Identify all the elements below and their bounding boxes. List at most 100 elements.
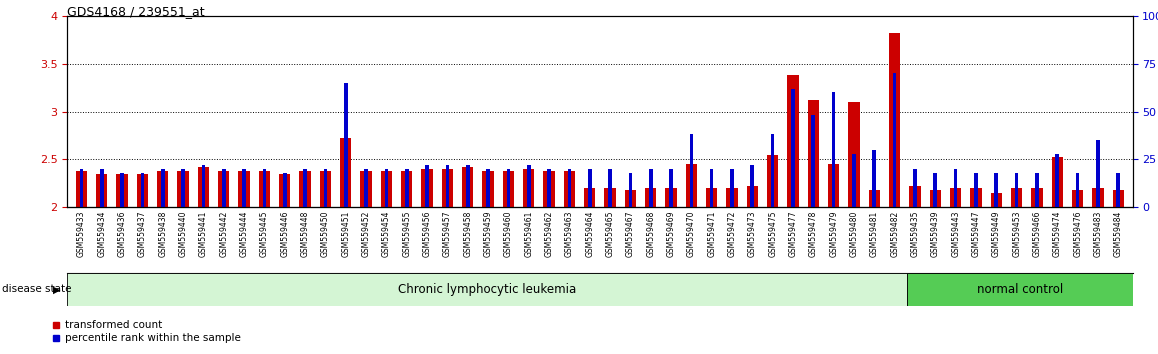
Bar xyxy=(710,169,713,207)
Bar xyxy=(137,174,148,207)
Bar xyxy=(588,169,592,207)
Bar xyxy=(1097,140,1100,207)
Text: GSM559482: GSM559482 xyxy=(891,210,899,257)
Text: GSM559457: GSM559457 xyxy=(442,210,452,257)
Text: GSM559469: GSM559469 xyxy=(667,210,675,257)
Text: GSM559442: GSM559442 xyxy=(219,210,228,257)
Text: GDS4168 / 239551_at: GDS4168 / 239551_at xyxy=(67,5,205,18)
Text: GSM559452: GSM559452 xyxy=(361,210,371,257)
Text: GSM559450: GSM559450 xyxy=(321,210,330,257)
Bar xyxy=(161,169,164,207)
Bar xyxy=(731,169,734,207)
Text: GSM559439: GSM559439 xyxy=(931,210,940,257)
Text: GSM559435: GSM559435 xyxy=(910,210,919,257)
Bar xyxy=(425,165,428,207)
Bar xyxy=(181,169,185,207)
Bar xyxy=(117,174,127,207)
Bar xyxy=(1092,188,1104,207)
Bar xyxy=(849,102,859,207)
Bar xyxy=(506,169,511,207)
Bar xyxy=(907,273,1133,306)
Bar xyxy=(1051,158,1063,207)
Bar xyxy=(629,173,632,207)
Bar xyxy=(177,171,189,207)
Text: GSM559454: GSM559454 xyxy=(382,210,391,257)
Text: GSM559473: GSM559473 xyxy=(748,210,757,257)
Bar xyxy=(950,188,961,207)
Bar xyxy=(201,165,205,207)
Text: GSM559436: GSM559436 xyxy=(118,210,126,257)
Bar xyxy=(466,165,469,207)
Bar xyxy=(303,169,307,207)
Bar xyxy=(80,169,83,207)
Bar xyxy=(1032,188,1042,207)
Bar xyxy=(527,165,530,207)
Bar xyxy=(1072,190,1083,207)
Text: GSM559445: GSM559445 xyxy=(259,210,269,257)
Text: GSM559453: GSM559453 xyxy=(1012,210,1021,257)
Bar xyxy=(360,171,372,207)
Bar xyxy=(767,154,778,207)
Bar xyxy=(995,173,998,207)
Bar xyxy=(242,169,245,207)
Bar xyxy=(96,174,108,207)
Text: disease state: disease state xyxy=(2,284,72,295)
Text: GSM559441: GSM559441 xyxy=(199,210,208,257)
Bar xyxy=(1055,154,1060,207)
Bar xyxy=(344,83,347,207)
Bar xyxy=(914,169,917,207)
Text: GSM559478: GSM559478 xyxy=(808,210,818,257)
Bar xyxy=(974,173,977,207)
Text: GSM559481: GSM559481 xyxy=(870,210,879,257)
Bar xyxy=(584,188,595,207)
Bar xyxy=(686,164,697,207)
Bar xyxy=(157,171,168,207)
Text: GSM559474: GSM559474 xyxy=(1053,210,1062,257)
Bar xyxy=(831,92,835,207)
Bar xyxy=(608,169,611,207)
Bar xyxy=(258,171,270,207)
Bar xyxy=(771,135,775,207)
Text: GSM559483: GSM559483 xyxy=(1093,210,1102,257)
Text: GSM559455: GSM559455 xyxy=(402,210,411,257)
Bar xyxy=(140,173,145,207)
Bar xyxy=(787,75,799,207)
Text: GSM559468: GSM559468 xyxy=(646,210,655,257)
Text: GSM559479: GSM559479 xyxy=(829,210,838,257)
Bar xyxy=(405,169,409,207)
Bar xyxy=(239,171,250,207)
Text: GSM559467: GSM559467 xyxy=(625,210,635,257)
Bar xyxy=(812,115,815,207)
Bar xyxy=(567,169,571,207)
Text: GSM559444: GSM559444 xyxy=(240,210,249,257)
Bar xyxy=(279,174,291,207)
Bar xyxy=(747,186,758,207)
Bar xyxy=(1035,173,1039,207)
Bar xyxy=(75,171,87,207)
Text: GSM559460: GSM559460 xyxy=(504,210,513,257)
Text: GSM559458: GSM559458 xyxy=(463,210,472,257)
Bar xyxy=(222,169,226,207)
Text: GSM559462: GSM559462 xyxy=(544,210,554,257)
Bar xyxy=(852,154,856,207)
Bar xyxy=(970,188,982,207)
Bar xyxy=(669,169,673,207)
Text: GSM559477: GSM559477 xyxy=(789,210,798,257)
Bar xyxy=(872,150,877,207)
Bar xyxy=(666,188,676,207)
Bar xyxy=(67,273,907,306)
Bar xyxy=(991,193,1002,207)
Bar xyxy=(893,73,896,207)
Bar xyxy=(381,171,391,207)
Text: GSM559466: GSM559466 xyxy=(1033,210,1041,257)
Text: GSM559447: GSM559447 xyxy=(972,210,981,257)
Text: GSM559440: GSM559440 xyxy=(178,210,188,257)
Bar xyxy=(422,169,433,207)
Bar xyxy=(462,167,474,207)
Bar xyxy=(523,169,534,207)
Text: GSM559446: GSM559446 xyxy=(280,210,290,257)
Text: ▶: ▶ xyxy=(53,284,60,295)
Bar xyxy=(100,169,103,207)
Bar xyxy=(1076,173,1079,207)
Bar xyxy=(483,171,493,207)
